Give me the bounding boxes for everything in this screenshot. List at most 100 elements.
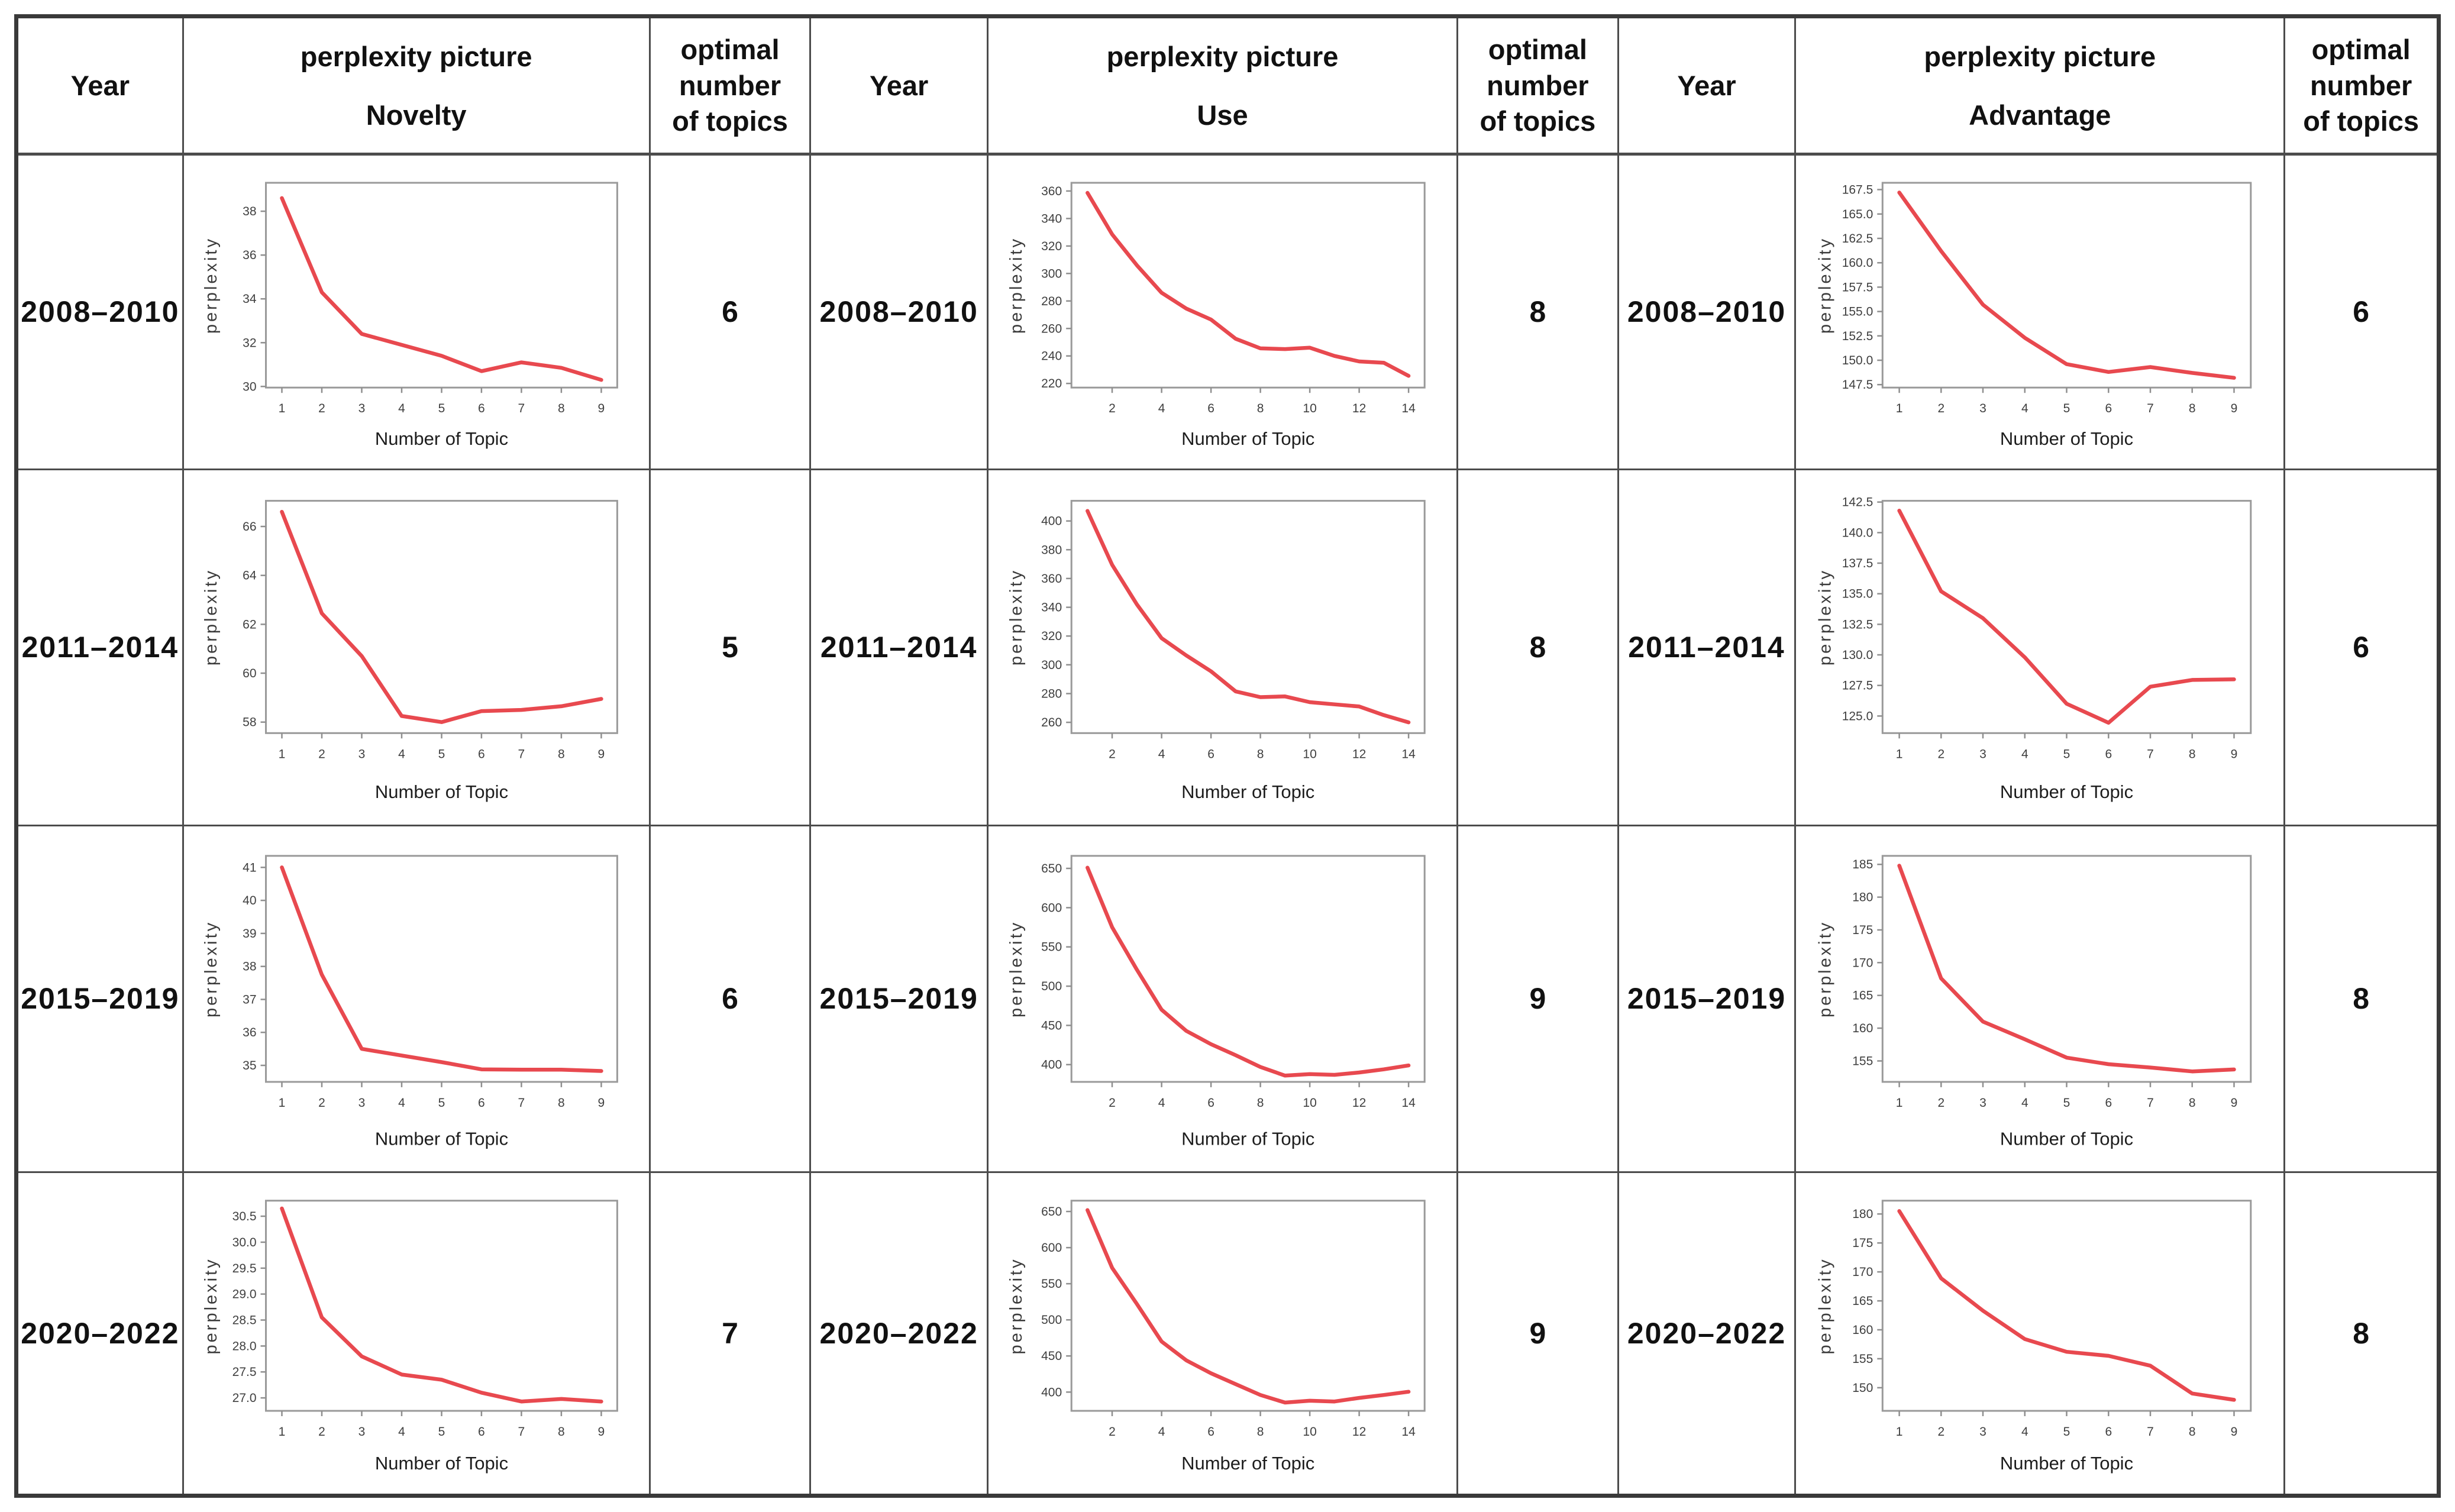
chart-use-2020-2022: 400 450 500 550 600 650 2 4 6 8 10 12 14 perplexity Nu… (1000, 1184, 1445, 1482)
header-picture-label: perplexity picture (300, 40, 532, 72)
svg-text:perplexity: perplexity (1816, 920, 1835, 1017)
svg-text:400: 400 (1041, 1058, 1062, 1072)
svg-text:12: 12 (1352, 747, 1366, 761)
svg-text:127.5: 127.5 (1842, 679, 1873, 692)
svg-text:150: 150 (1852, 1381, 1873, 1395)
svg-text:29.5: 29.5 (232, 1262, 257, 1275)
svg-text:2: 2 (318, 402, 325, 415)
svg-text:Number of Topic: Number of Topic (1181, 1129, 1314, 1149)
svg-text:6: 6 (1207, 402, 1214, 415)
svg-text:14: 14 (1401, 1096, 1416, 1110)
svg-text:7: 7 (518, 1096, 525, 1110)
svg-text:500: 500 (1041, 1313, 1062, 1327)
svg-text:6: 6 (1207, 1096, 1214, 1110)
svg-text:4: 4 (398, 402, 405, 415)
svg-text:8: 8 (2189, 1096, 2196, 1110)
svg-text:160: 160 (1852, 1323, 1873, 1337)
svg-text:340: 340 (1041, 600, 1062, 614)
svg-text:40: 40 (243, 894, 256, 907)
header-year-use: Year (811, 18, 989, 156)
chart-cell: 220 240 260 280 300 320 340 360 2 4 6 8 10 12 14 perple… (988, 156, 1459, 470)
svg-text:170: 170 (1852, 1265, 1873, 1279)
svg-text:4: 4 (398, 1425, 405, 1439)
svg-text:Number of Topic: Number of Topic (2000, 428, 2133, 449)
svg-text:3: 3 (1979, 402, 1986, 415)
svg-text:160: 160 (1852, 1022, 1873, 1035)
svg-text:12: 12 (1352, 402, 1366, 415)
svg-text:5: 5 (438, 747, 445, 761)
optimal-topics-value: 7 (650, 1172, 812, 1494)
svg-text:340: 340 (1041, 212, 1062, 225)
chart-cell: 30 32 34 36 38 1 2 3 4 5 6 7 8 9 perplexity Number of T… (183, 156, 651, 470)
svg-text:280: 280 (1041, 687, 1062, 700)
svg-text:6: 6 (478, 747, 485, 761)
chart-use-2008-2010: 220 240 260 280 300 320 340 360 2 4 6 8 10 12 14 perple… (1000, 167, 1445, 457)
svg-text:4: 4 (2021, 747, 2028, 761)
svg-text:35: 35 (243, 1059, 256, 1072)
svg-text:9: 9 (2231, 747, 2238, 761)
svg-text:5: 5 (438, 1096, 445, 1110)
chart-cell: 27.0 27.5 28.0 28.5 29.0 29.5 30.0 30.5 1 2 3 4 5 6 7 8… (183, 1172, 651, 1494)
svg-text:152.5: 152.5 (1842, 329, 1873, 343)
svg-text:Number of Topic: Number of Topic (2000, 1453, 2133, 1474)
svg-text:7: 7 (2147, 402, 2154, 415)
year-label: 2011–2014 (1619, 470, 1797, 826)
svg-text:perplexity: perplexity (1816, 237, 1835, 334)
chart-cell: 260 280 300 320 340 360 380 400 2 4 6 8 10 12 14 perple… (988, 470, 1459, 826)
svg-text:32: 32 (243, 336, 256, 350)
svg-text:8: 8 (558, 1425, 565, 1439)
svg-text:2: 2 (1937, 1096, 1944, 1110)
svg-text:9: 9 (2231, 402, 2238, 415)
svg-text:150.0: 150.0 (1842, 354, 1873, 367)
svg-text:2: 2 (1109, 747, 1116, 761)
svg-text:300: 300 (1041, 267, 1062, 280)
svg-text:240: 240 (1041, 349, 1062, 363)
svg-text:36: 36 (243, 248, 256, 262)
optimal-topics-value: 8 (2285, 1172, 2437, 1494)
svg-text:perplexity: perplexity (1007, 920, 1026, 1017)
svg-text:7: 7 (518, 1425, 525, 1439)
svg-text:Number of Topic: Number of Topic (2000, 781, 2133, 802)
year-label: 2015–2019 (1619, 826, 1797, 1173)
svg-text:157.5: 157.5 (1842, 280, 1873, 294)
header-section-advantage: Advantage (1969, 99, 2111, 131)
svg-text:125.0: 125.0 (1842, 709, 1873, 723)
svg-text:7: 7 (518, 747, 525, 761)
svg-text:8: 8 (2189, 1425, 2196, 1439)
svg-text:6: 6 (1207, 747, 1214, 761)
svg-text:37: 37 (243, 993, 256, 1007)
svg-text:8: 8 (1257, 747, 1264, 761)
svg-text:550: 550 (1041, 941, 1062, 954)
chart-cell: 400 450 500 550 600 650 2 4 6 8 10 12 14 perplexity Nu… (988, 1172, 1459, 1494)
svg-text:180: 180 (1852, 1207, 1873, 1221)
year-label: 2011–2014 (18, 470, 184, 826)
svg-text:perplexity: perplexity (1816, 1257, 1835, 1354)
svg-text:7: 7 (2147, 747, 2154, 761)
svg-text:180: 180 (1852, 891, 1873, 904)
svg-text:Number of Topic: Number of Topic (1181, 428, 1314, 449)
svg-text:650: 650 (1041, 862, 1062, 875)
svg-text:142.5: 142.5 (1842, 495, 1873, 509)
header-optimal-advantage: optimal number of topics (2285, 18, 2437, 156)
svg-text:41: 41 (243, 861, 256, 874)
svg-text:30: 30 (243, 380, 256, 393)
svg-text:2: 2 (1937, 747, 1944, 761)
svg-text:62: 62 (243, 618, 256, 631)
svg-text:perplexity: perplexity (1007, 1257, 1026, 1354)
svg-text:36: 36 (243, 1026, 256, 1039)
svg-text:3: 3 (358, 1425, 366, 1439)
svg-text:28.5: 28.5 (232, 1313, 257, 1327)
header-optimal-use: optimal number of topics (1458, 18, 1619, 156)
svg-text:4: 4 (2021, 1096, 2028, 1110)
svg-text:4: 4 (2021, 1425, 2028, 1439)
chart-cell: 58 60 62 64 66 1 2 3 4 5 6 7 8 9 perplexity Number of T… (183, 470, 651, 826)
chart-novelty-2011-2014: 58 60 62 64 66 1 2 3 4 5 6 7 8 9 perplexity Number of T… (195, 483, 637, 812)
svg-text:5: 5 (438, 1425, 445, 1439)
svg-text:220: 220 (1041, 377, 1062, 390)
header-perplexity-picture-use: perplexity picture Use (988, 18, 1459, 156)
chart-use-2011-2014: 260 280 300 320 340 360 380 400 2 4 6 8 10 12 14 perple… (1000, 483, 1445, 812)
optimal-topics-value: 6 (650, 156, 812, 470)
year-label: 2020–2022 (18, 1172, 184, 1494)
svg-text:Number of Topic: Number of Topic (1181, 781, 1314, 802)
svg-text:9: 9 (598, 1425, 605, 1439)
